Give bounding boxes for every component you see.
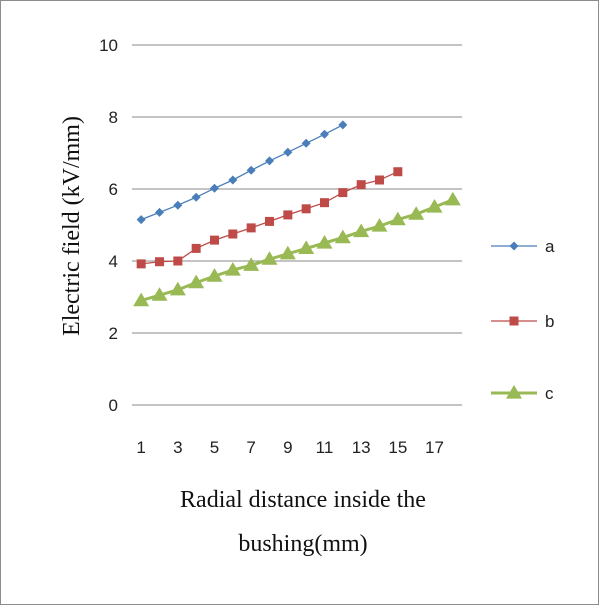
legend-marker-c	[506, 385, 522, 399]
x-axis-ticks: 1 3 5 7 9 11 13 15 17	[136, 438, 444, 457]
x-tick-label: 7	[246, 438, 255, 457]
legend-marker-a	[509, 241, 519, 251]
series-b	[136, 167, 403, 269]
data-point-a	[283, 147, 293, 157]
legend-label-b: b	[545, 312, 554, 331]
data-point-c	[334, 229, 351, 244]
data-point-c	[169, 281, 186, 296]
legend-label-a: a	[545, 237, 555, 256]
series-group	[133, 120, 461, 307]
data-point-c	[133, 292, 150, 307]
data-point-c	[188, 274, 205, 289]
data-point-b	[246, 223, 256, 233]
y-tick-label: 10	[99, 36, 118, 55]
y-tick-label: 6	[109, 180, 118, 199]
data-point-b	[155, 257, 164, 267]
x-tick-label: 9	[283, 438, 292, 457]
data-point-a	[301, 138, 311, 148]
data-point-b	[283, 210, 293, 220]
x-tick-label: 1	[136, 438, 145, 457]
data-point-b	[210, 235, 219, 245]
data-point-b	[301, 204, 311, 214]
y-tick-label: 8	[109, 108, 118, 127]
y-axis-ticks: 0 2 4 6 8 10	[99, 36, 118, 415]
x-axis-title-line-2: bushing(mm)	[238, 531, 367, 557]
x-tick-label: 3	[173, 438, 182, 457]
x-axis-title-line-1: Radial distance inside the	[180, 487, 426, 513]
legend: a b c	[491, 237, 555, 403]
x-tick-label: 5	[210, 438, 219, 457]
data-point-a	[191, 192, 201, 202]
y-tick-label: 2	[109, 324, 118, 343]
legend-label-c: c	[545, 384, 554, 403]
data-point-a	[320, 129, 329, 139]
data-point-c	[389, 211, 406, 226]
data-point-b	[173, 256, 183, 266]
data-point-c	[444, 191, 461, 206]
data-point-c	[206, 268, 223, 282]
data-point-b	[136, 259, 146, 269]
x-tick-label: 15	[388, 438, 407, 457]
data-point-c	[224, 262, 241, 276]
data-point-a	[210, 183, 219, 193]
data-point-c	[316, 235, 333, 249]
data-point-b	[191, 243, 201, 253]
data-point-c	[279, 245, 296, 260]
data-point-c	[261, 251, 278, 265]
x-tick-label: 13	[352, 438, 371, 457]
gridlines	[132, 44, 462, 406]
data-point-c	[371, 218, 388, 232]
data-point-c	[151, 287, 168, 301]
series-line-a	[140, 124, 344, 221]
data-point-c	[243, 257, 260, 271]
series-line-c	[140, 198, 454, 303]
y-tick-label: 4	[109, 252, 118, 271]
data-point-c	[353, 223, 370, 238]
y-axis-title: Electric field (kV/mm)	[59, 116, 85, 336]
data-point-b	[265, 216, 274, 226]
data-point-b	[375, 175, 384, 185]
data-point-a	[155, 207, 164, 217]
data-point-b	[338, 188, 348, 198]
data-point-b	[393, 167, 403, 177]
data-point-c	[298, 240, 315, 254]
legend-marker-b	[509, 316, 519, 326]
x-tick-label: 11	[316, 438, 334, 457]
data-point-a	[246, 165, 256, 175]
data-point-a	[136, 215, 146, 225]
data-point-a	[265, 156, 274, 166]
data-point-b	[320, 198, 329, 208]
x-tick-label: 17	[425, 438, 444, 457]
y-tick-label: 0	[109, 396, 118, 415]
data-point-a	[228, 175, 238, 185]
series-a	[136, 120, 348, 225]
data-point-b	[228, 229, 238, 239]
data-point-a	[173, 200, 183, 210]
series-c	[133, 191, 461, 307]
data-point-c	[408, 206, 425, 220]
data-point-b	[356, 180, 366, 190]
data-point-a	[338, 120, 348, 130]
data-point-c	[426, 199, 443, 213]
